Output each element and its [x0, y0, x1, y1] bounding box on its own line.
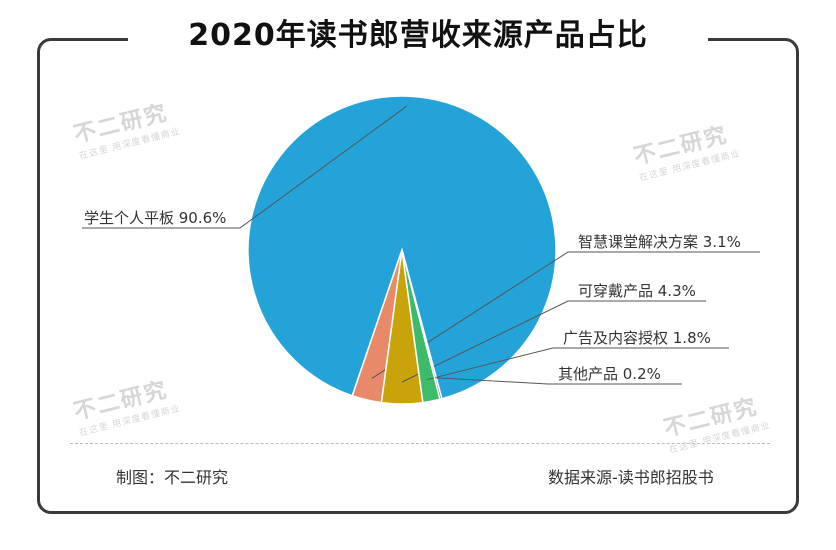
slice-label: 可穿戴产品 4.3% — [578, 282, 696, 300]
chart-credit: 制图：不二研究 — [116, 468, 229, 487]
slice-label: 智慧课堂解决方案 3.1% — [578, 233, 741, 251]
chart-title: 2020年读书郎营收来源产品占比 — [128, 12, 708, 60]
pie-slice — [401, 249, 443, 401]
leader-line — [435, 377, 682, 385]
data-source: 数据来源-读书郎招股书 — [548, 468, 714, 487]
leader-line — [82, 105, 408, 229]
slice-label: 其他产品 0.2% — [558, 365, 661, 383]
slice-label: 广告及内容授权 1.8% — [563, 329, 711, 347]
footer-divider — [70, 443, 770, 444]
leader-line — [427, 347, 729, 381]
leader-line — [371, 251, 760, 379]
leader-line — [401, 300, 706, 383]
pie-slice — [247, 95, 557, 400]
slice-label: 学生个人平板 90.6% — [84, 209, 226, 227]
